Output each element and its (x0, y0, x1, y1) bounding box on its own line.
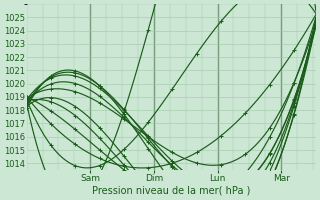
X-axis label: Pression niveau de la mer( hPa ): Pression niveau de la mer( hPa ) (92, 186, 251, 196)
